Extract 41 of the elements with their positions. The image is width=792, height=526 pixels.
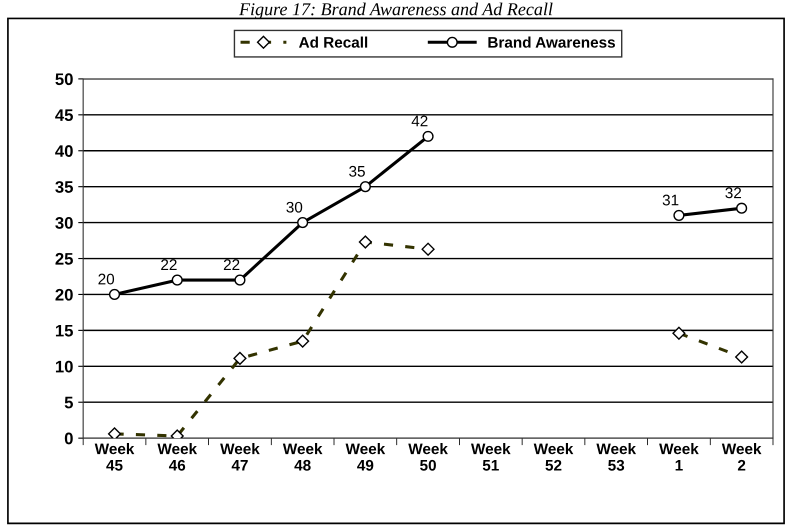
data-label: 35 [349, 166, 365, 177]
y-tick-label: 45 [55, 109, 73, 122]
y-tick-label: 0 [64, 432, 73, 444]
x-tick-label: Week 47 [220, 443, 260, 471]
x-tick-label: Week 2 [722, 443, 762, 471]
x-tick-label: Week 46 [157, 443, 198, 471]
y-tick-label: 15 [56, 324, 73, 337]
point [108, 288, 120, 300]
x-tick-label: Week 48 [282, 443, 322, 471]
y-tick-label: 20 [55, 288, 73, 301]
y-tick-label: 10 [56, 360, 73, 373]
chart-title: Figure 17: Brand Awareness and Ad Recall [238, 2, 553, 20]
y-tick-label: 50 [55, 73, 73, 86]
x-tick-label: Week 52 [534, 443, 574, 471]
y-tick-label: 25 [55, 252, 73, 265]
y-tick-label: 30 [55, 217, 73, 229]
point [736, 202, 748, 214]
x-tick-label: Week 49 [346, 443, 386, 471]
x-tick-label: Week 1 [659, 443, 699, 471]
legend-label: Ad Recall [298, 36, 368, 48]
data-label: 32 [725, 187, 742, 198]
point [360, 181, 371, 192]
x-tick-label: Week 45 [94, 443, 134, 471]
data-label: 20 [98, 274, 114, 284]
point [234, 274, 246, 286]
legend-label: Brand Awareness [488, 36, 615, 48]
data-label: 22 [161, 259, 177, 270]
x-tick-label: Week 50 [408, 443, 448, 471]
x-tick-label: Week 53 [596, 443, 636, 471]
point [172, 274, 183, 286]
y-tick-label: 35 [55, 181, 73, 193]
y-tick-label: 5 [64, 396, 73, 408]
x-tick-label: Week 51 [470, 443, 511, 471]
data-label: 22 [224, 259, 240, 270]
point [297, 217, 308, 228]
data-label: 42 [412, 116, 428, 126]
data-label: 31 [662, 194, 678, 206]
y-tick-label: 40 [55, 145, 73, 157]
point [673, 210, 684, 221]
point [422, 130, 434, 142]
data-label: 30 [286, 202, 302, 213]
